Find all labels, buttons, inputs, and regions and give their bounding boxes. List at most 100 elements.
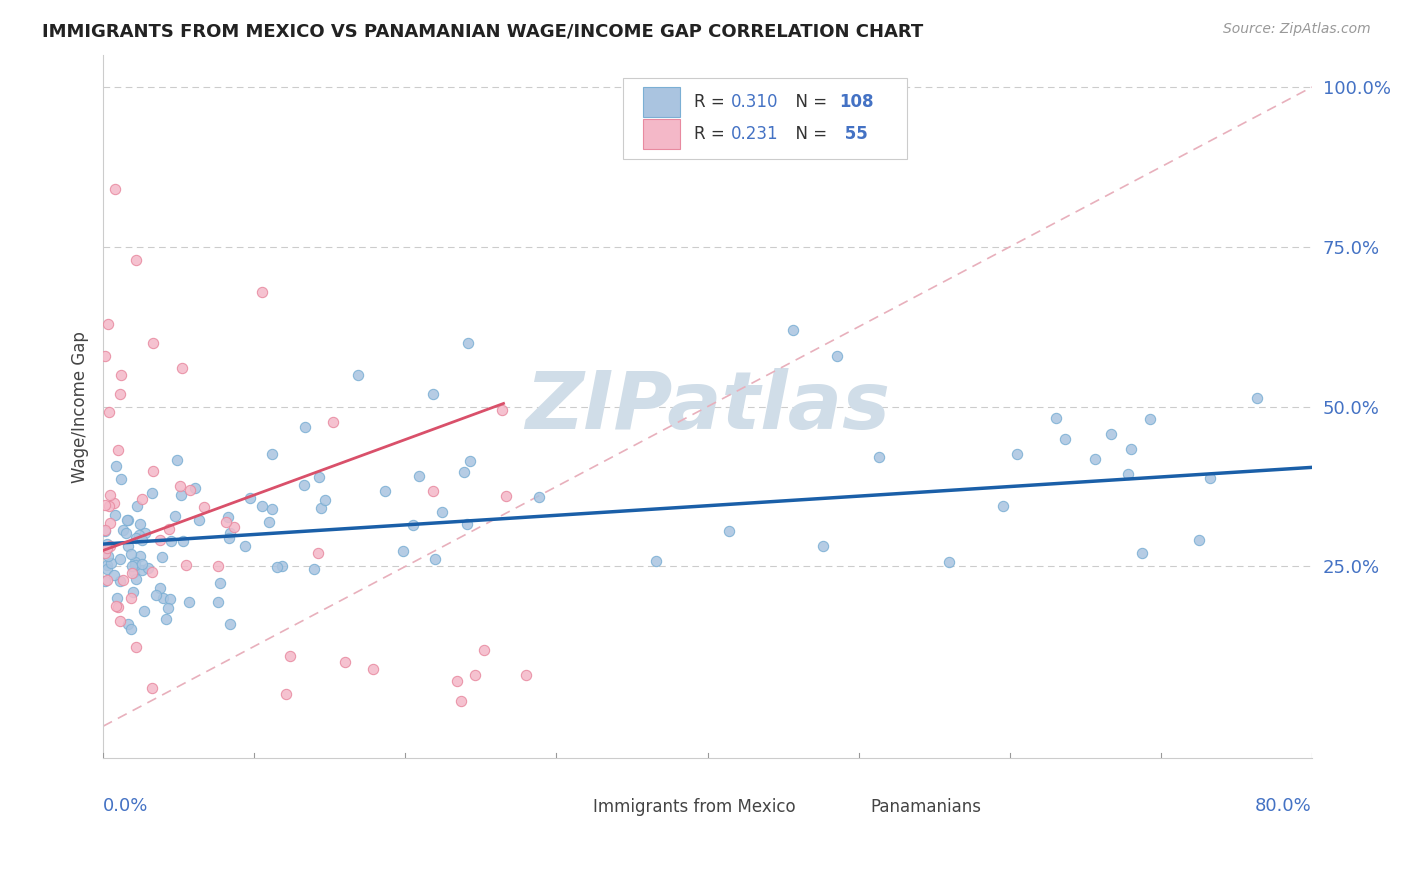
Point <box>260 502 283 516</box>
Point <box>120 591 142 605</box>
Point <box>1045 410 1067 425</box>
Text: R =: R = <box>695 125 730 143</box>
Point <box>302 562 325 576</box>
Point <box>131 563 153 577</box>
Point <box>110 368 132 382</box>
Point <box>142 335 165 350</box>
Point <box>346 368 368 382</box>
Text: 0.231: 0.231 <box>731 125 778 143</box>
Point <box>179 483 201 498</box>
Point <box>141 566 163 580</box>
Point <box>124 555 146 569</box>
Point <box>1246 391 1268 405</box>
Point <box>97 317 120 331</box>
Point <box>1119 442 1142 456</box>
Point <box>131 492 153 507</box>
Point <box>127 500 149 514</box>
Text: 0.310: 0.310 <box>731 94 778 112</box>
Point <box>294 420 316 434</box>
Point <box>314 493 336 508</box>
Y-axis label: Wage/Income Gap: Wage/Income Gap <box>72 331 89 483</box>
Point <box>266 559 288 574</box>
Point <box>112 523 135 537</box>
Point <box>172 534 194 549</box>
Point <box>157 600 180 615</box>
Point <box>374 483 396 498</box>
Point <box>117 539 139 553</box>
Point <box>94 349 117 363</box>
Point <box>260 447 283 461</box>
Point <box>515 668 537 682</box>
Point <box>422 387 444 401</box>
FancyBboxPatch shape <box>644 120 679 149</box>
Text: Source: ZipAtlas.com: Source: ZipAtlas.com <box>1223 22 1371 37</box>
Point <box>422 483 444 498</box>
Point <box>94 523 117 537</box>
Point <box>239 491 262 506</box>
Point <box>94 546 117 560</box>
FancyBboxPatch shape <box>623 78 907 159</box>
Point <box>115 525 138 540</box>
Point <box>108 552 131 566</box>
Point <box>155 612 177 626</box>
Point <box>104 508 127 522</box>
Point <box>193 500 215 514</box>
Text: Immigrants from Mexico: Immigrants from Mexico <box>593 797 796 815</box>
Point <box>322 416 344 430</box>
Point <box>125 252 148 267</box>
Point <box>131 533 153 548</box>
Point <box>166 453 188 467</box>
Point <box>121 585 143 599</box>
Point <box>141 681 163 695</box>
Point <box>125 572 148 586</box>
Point <box>103 568 125 582</box>
Point <box>152 591 174 606</box>
Point <box>120 622 142 636</box>
Point <box>938 556 960 570</box>
Point <box>107 599 129 614</box>
Point <box>108 574 131 589</box>
Point <box>402 518 425 533</box>
Point <box>98 488 121 502</box>
Point <box>96 558 118 572</box>
Text: Panamanians: Panamanians <box>870 797 981 815</box>
Point <box>308 470 330 484</box>
Point <box>450 693 472 707</box>
Point <box>250 499 273 513</box>
Point <box>103 496 125 510</box>
Point <box>93 574 115 588</box>
Point <box>108 614 131 628</box>
Point <box>446 674 468 689</box>
Point <box>991 500 1014 514</box>
Point <box>97 405 120 419</box>
Point <box>464 668 486 682</box>
FancyBboxPatch shape <box>828 796 862 818</box>
Point <box>472 642 495 657</box>
Point <box>333 655 356 669</box>
Text: 80.0%: 80.0% <box>1256 797 1312 814</box>
Text: IMMIGRANTS FROM MEXICO VS PANAMANIAN WAGE/INCOME GAP CORRELATION CHART: IMMIGRANTS FROM MEXICO VS PANAMANIAN WAG… <box>42 22 924 40</box>
Point <box>361 662 384 676</box>
Text: R =: R = <box>695 94 730 112</box>
FancyBboxPatch shape <box>644 87 679 117</box>
Point <box>115 513 138 527</box>
FancyBboxPatch shape <box>550 796 585 818</box>
Point <box>96 562 118 576</box>
Point <box>207 559 229 574</box>
Text: ZIPatlas: ZIPatlas <box>524 368 890 446</box>
Point <box>423 552 446 566</box>
Text: N =: N = <box>785 94 832 112</box>
Point <box>527 490 550 504</box>
Point <box>93 524 115 538</box>
Point <box>645 554 668 568</box>
Point <box>825 349 848 363</box>
Point <box>111 573 134 587</box>
Point <box>1099 427 1122 442</box>
Point <box>124 640 146 654</box>
Point <box>136 561 159 575</box>
Point <box>150 549 173 564</box>
Point <box>107 443 129 458</box>
Point <box>453 465 475 479</box>
Point <box>160 534 183 549</box>
Point <box>169 488 191 502</box>
